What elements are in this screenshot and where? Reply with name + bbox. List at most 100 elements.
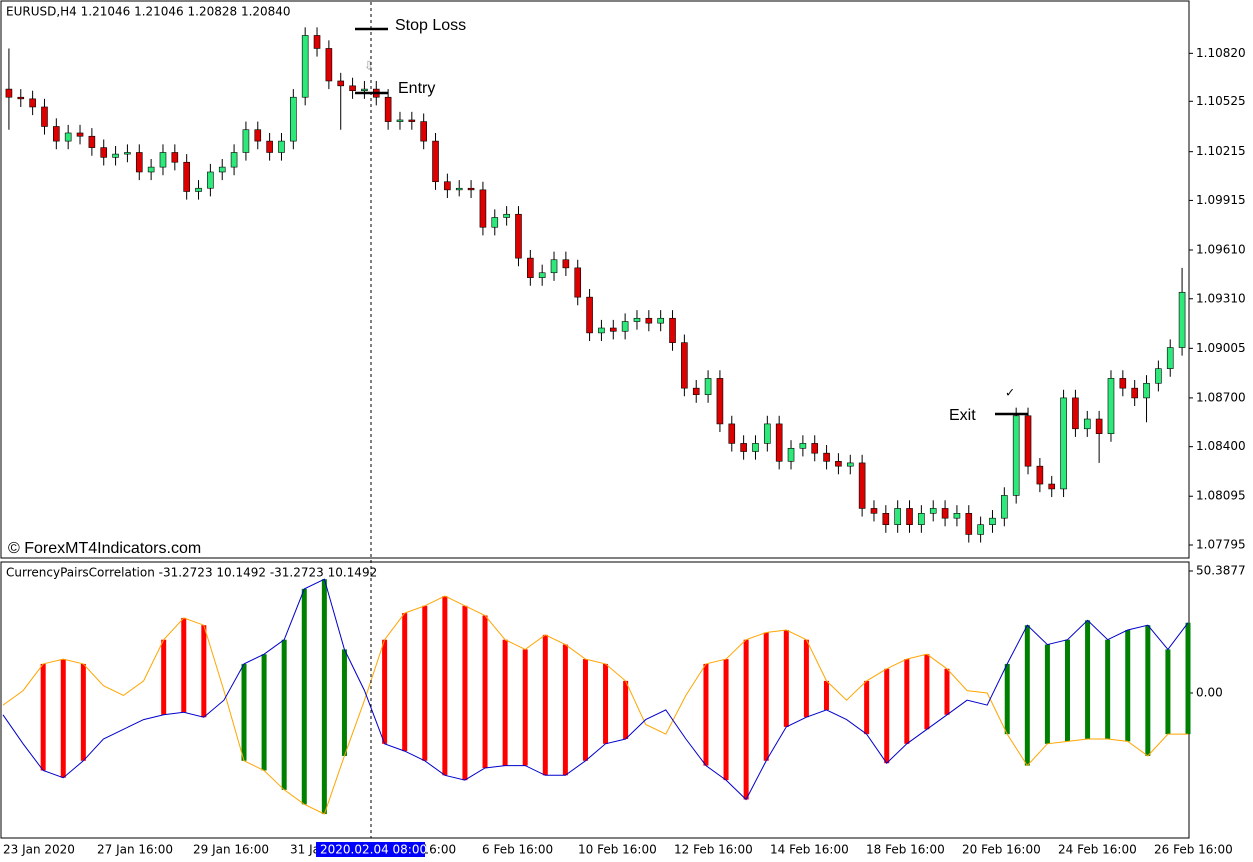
candle-body: [266, 140, 273, 153]
candle-body: [787, 447, 795, 462]
x-tick-label: 24 Feb 16:00: [1058, 843, 1137, 857]
histogram-bar: [201, 625, 207, 718]
cursor-box: [316, 842, 425, 857]
candle-body: [527, 257, 534, 278]
candle-body: [88, 135, 96, 148]
y-tick-label: 1.10215: [1196, 144, 1246, 158]
candle-body: [5, 88, 13, 98]
watermark: © ForexMT4Indicators.com: [8, 540, 201, 557]
candle-body: [633, 317, 641, 322]
candle-body: [76, 132, 84, 137]
histogram-bar: [1165, 649, 1171, 735]
histogram-bar: [1125, 630, 1131, 742]
cursor-label: 2020.02.04 08:00: [320, 843, 427, 857]
candle-body: [349, 85, 356, 92]
candle-body: [384, 96, 392, 122]
candle-body: [609, 327, 617, 332]
histogram-bar: [603, 663, 609, 744]
candle-body: [467, 187, 475, 191]
histogram-bar: [1024, 625, 1030, 766]
candle-body: [704, 378, 712, 395]
candle-body: [941, 508, 949, 519]
candle-body: [53, 126, 60, 142]
candle-body: [313, 35, 321, 49]
candle-body: [965, 513, 973, 535]
candle-body: [764, 423, 771, 444]
candle-body: [929, 508, 937, 514]
candle-body: [716, 378, 724, 425]
candle-body: [1012, 415, 1020, 496]
histogram-bar: [482, 615, 488, 769]
candle-body: [337, 80, 345, 87]
x-tick-label: 26 Feb 16:00: [1154, 843, 1233, 857]
candle-body: [325, 48, 333, 82]
candle-body: [171, 152, 179, 163]
histogram-bar: [582, 659, 588, 761]
histogram-bar: [1105, 639, 1111, 739]
candle-body: [740, 443, 747, 452]
candle-body: [408, 119, 416, 122]
candle-body: [278, 140, 285, 153]
histogram-bar: [402, 613, 408, 752]
candle-body: [1107, 378, 1115, 434]
candle-body: [218, 166, 226, 173]
candle-body: [752, 443, 759, 452]
candle-body: [1072, 397, 1079, 430]
candle-body: [562, 259, 570, 269]
candle-body: [550, 259, 558, 274]
y-tick-label: 1.09610: [1196, 243, 1246, 257]
candle-body: [515, 213, 522, 259]
candle-body: [1024, 415, 1032, 467]
candle-body: [254, 129, 262, 142]
candle-body: [124, 152, 131, 155]
histogram-bar: [442, 596, 448, 776]
candle-body: [1036, 465, 1044, 485]
candle-body: [1060, 397, 1067, 490]
histogram-bar: [462, 605, 468, 781]
candle-body: [692, 387, 700, 395]
check-icon: ✓: [1005, 386, 1015, 400]
candle-body: [1083, 418, 1091, 430]
histogram-bar: [803, 639, 809, 718]
candle-body: [728, 423, 736, 444]
histogram-bar: [261, 654, 267, 771]
x-tick-label: 27 Jan 16:00: [97, 843, 173, 857]
candle-body: [977, 524, 984, 535]
candle-body: [1119, 378, 1127, 389]
histogram-bar: [502, 639, 508, 766]
histogram-bar: [301, 588, 307, 805]
indicator-line: [2, 578, 1189, 801]
candle-body: [290, 96, 297, 142]
annotation: Exit: [949, 407, 976, 424]
candle-body: [894, 508, 901, 525]
indicator-panel: [0, 561, 1190, 839]
candle-body: [953, 513, 961, 519]
y-tick-label: 1.10525: [1196, 94, 1246, 108]
x-tick-label: 20 Feb 16:00: [962, 843, 1041, 857]
candle-body: [230, 152, 238, 168]
candle-body: [906, 508, 913, 525]
candle-body: [870, 508, 878, 514]
histogram-bar: [1185, 622, 1191, 735]
candle-body: [1048, 483, 1056, 490]
chart-title: EURUSD,H4 1.21046 1.21046 1.20828 1.2084…: [6, 5, 291, 19]
candle-body: [681, 342, 688, 389]
x-tick-label: 10 Feb 16:00: [578, 843, 657, 857]
y-tick-label: 1.10820: [1196, 46, 1246, 60]
x-tick-label: 23 Jan 2020: [3, 843, 75, 857]
candle-body: [1131, 387, 1138, 399]
histogram-bar: [823, 680, 829, 710]
candle-body: [621, 321, 629, 332]
candle-body: [775, 423, 783, 462]
y-tick-label: 1.08095: [1196, 489, 1246, 503]
candle-body: [195, 187, 202, 192]
histogram-bar: [763, 632, 769, 761]
candle-body: [811, 443, 819, 454]
histogram-bar: [924, 654, 930, 730]
candle-body: [29, 98, 36, 108]
histogram-bar: [944, 668, 950, 715]
x-tick-label: 6 Feb 16:00: [482, 843, 553, 857]
histogram-bar: [1145, 625, 1151, 756]
